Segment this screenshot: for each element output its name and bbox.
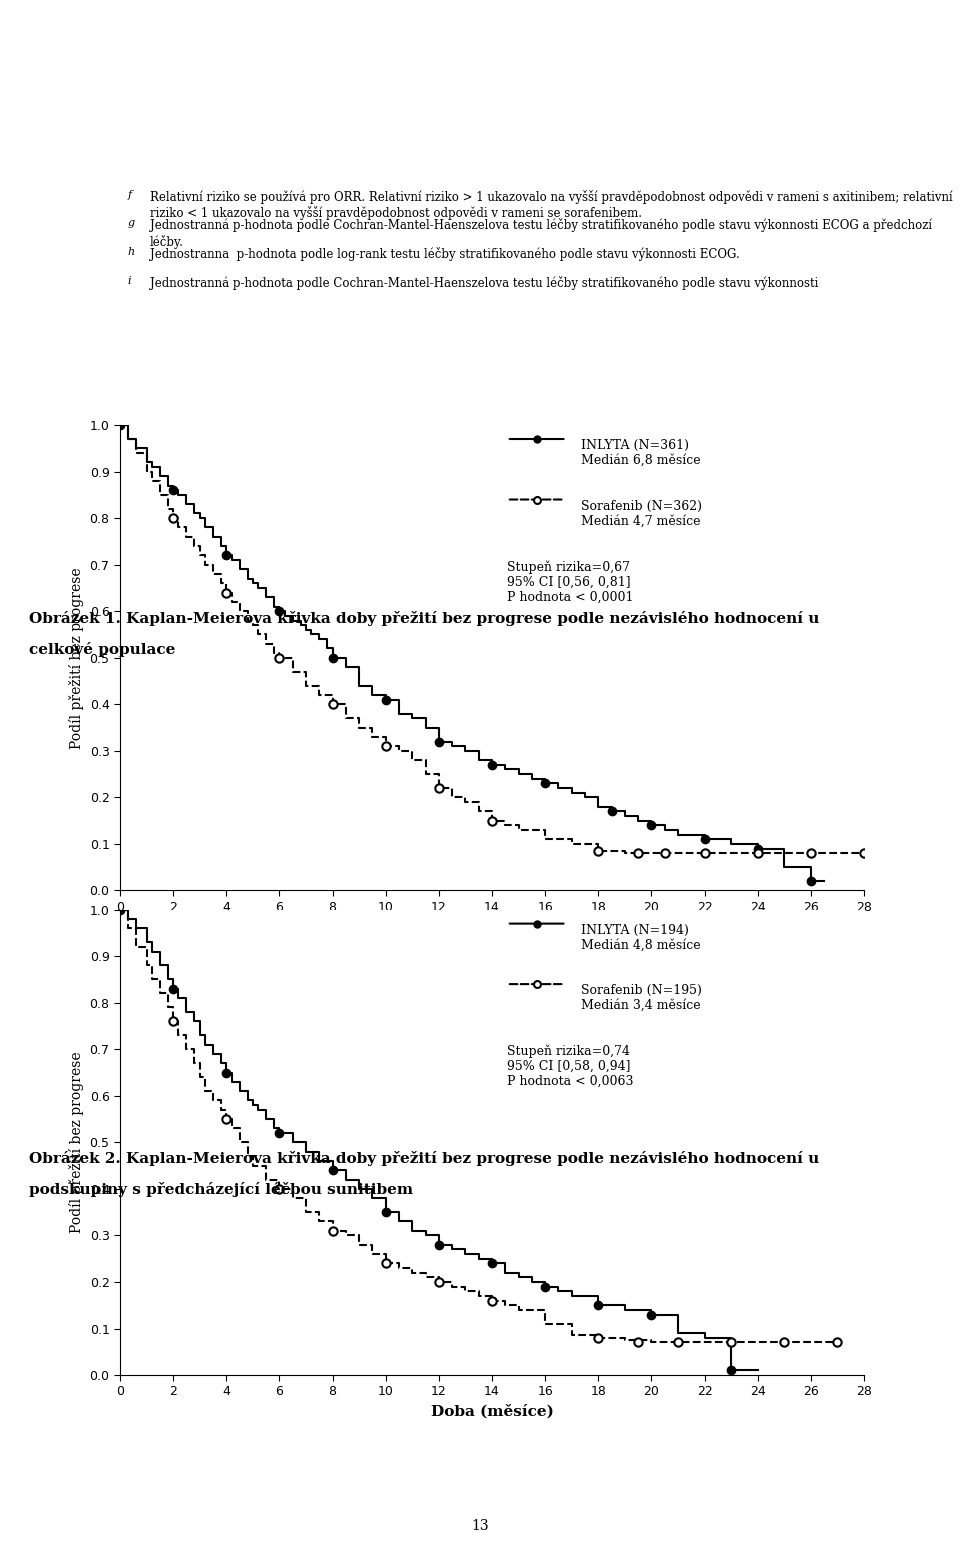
Text: Obrázek 1. Kaplan-Meierova křivka doby přežití bez progrese podle nezávislého ho: Obrázek 1. Kaplan-Meierova křivka doby p…: [29, 610, 819, 626]
Text: Sorafenib (N=362)
Medián 4,7 měsíce: Sorafenib (N=362) Medián 4,7 měsíce: [581, 499, 703, 527]
Y-axis label: Podíl přežití bez progrese: Podíl přežití bez progrese: [69, 567, 84, 749]
Text: Jednostranna  p-hodnota podle log-rank testu léčby stratifikovaného podle stavu : Jednostranna p-hodnota podle log-rank te…: [150, 247, 739, 261]
Text: podskupiny s předcházející léčbou sunitibem: podskupiny s předcházející léčbou suniti…: [29, 1182, 413, 1197]
Text: 13: 13: [471, 1519, 489, 1533]
Text: f: f: [128, 190, 132, 199]
Text: g: g: [128, 218, 134, 229]
Text: i: i: [128, 277, 131, 286]
Text: Obrázek 2. Kaplan-Meierova křivka doby přežití bez progrese podle nezávislého ho: Obrázek 2. Kaplan-Meierova křivka doby p…: [29, 1151, 819, 1166]
Text: Stupeň rizika=0,74
95% CI [0,58, 0,94]
P hodnota < 0,0063: Stupeň rizika=0,74 95% CI [0,58, 0,94] P…: [507, 1044, 634, 1088]
Text: Stupeň rizika=0,67
95% CI [0,56, 0,81]
P hodnota < 0,0001: Stupeň rizika=0,67 95% CI [0,56, 0,81] P…: [507, 559, 634, 604]
Text: h: h: [128, 247, 134, 256]
X-axis label: Doba (měsíce): Doba (měsíce): [431, 919, 553, 933]
Text: Relativní riziko se používá pro ORR. Relativní riziko > 1 ukazovalo na vyšší pra: Relativní riziko se používá pro ORR. Rel…: [150, 190, 952, 219]
Text: Jednostranná p-hodnota podle Cochran-Mantel-Haenszelova testu léčby stratifikova: Jednostranná p-hodnota podle Cochran-Man…: [150, 218, 932, 249]
Y-axis label: Podíl přežití bez progrese: Podíl přežití bez progrese: [69, 1052, 84, 1233]
Text: Sorafenib (N=195)
Medián 3,4 měsíce: Sorafenib (N=195) Medián 3,4 měsíce: [581, 984, 702, 1012]
Text: INLYTA (N=361)
Medián 6,8 měsíce: INLYTA (N=361) Medián 6,8 měsíce: [581, 439, 701, 467]
X-axis label: Doba (měsíce): Doba (měsíce): [431, 1404, 553, 1418]
Text: celkové populace: celkové populace: [29, 641, 175, 657]
Text: INLYTA (N=194)
Medián 4,8 měsíce: INLYTA (N=194) Medián 4,8 měsíce: [581, 924, 701, 952]
Text: Jednostranná p-hodnota podle Cochran-Mantel-Haenszelova testu léčby stratifikova: Jednostranná p-hodnota podle Cochran-Man…: [150, 277, 818, 290]
